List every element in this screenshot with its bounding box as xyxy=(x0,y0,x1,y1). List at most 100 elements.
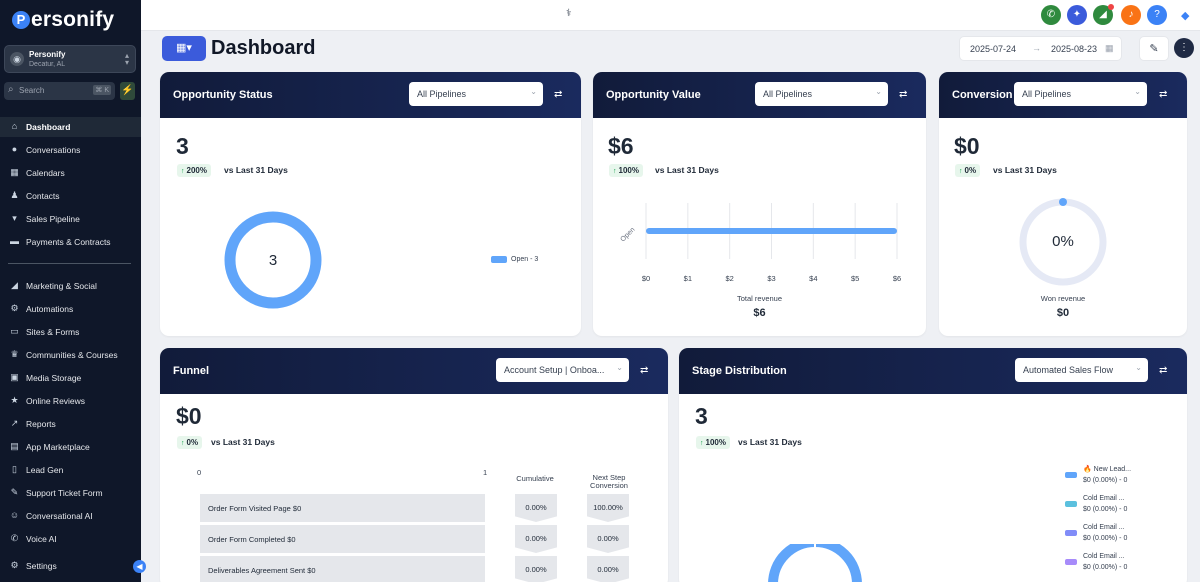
sidebar-item-lead-gen[interactable]: ▯ Lead Gen xyxy=(0,460,141,480)
sidebar-item-label: Calendars xyxy=(26,168,65,178)
sidebar-item-app-marketplace[interactable]: ▤ App Marketplace xyxy=(0,437,141,457)
cumulative-cell: 0.00% xyxy=(515,494,557,522)
card-header: Conversion All Pipelines ⌄ ⇄ xyxy=(939,72,1187,118)
quick-action-button[interactable]: ⚡ xyxy=(120,82,135,100)
chat-icon[interactable]: ◆ xyxy=(1181,10,1190,22)
help-button[interactable]: ? xyxy=(1147,5,1167,25)
sidebar-item-label: Conversations xyxy=(26,145,81,155)
company-logo-icon: ⚕ xyxy=(566,8,572,19)
sidebar-item-conversations[interactable]: ● Conversations xyxy=(0,140,141,160)
opportunity-status-card: Opportunity Status All Pipelines ⌄ ⇄ 3 ↑… xyxy=(160,72,581,336)
x-tick-label: $4 xyxy=(809,274,817,283)
metric-value: $6 xyxy=(608,133,634,159)
legend-swatch xyxy=(491,256,507,263)
sidebar-item-voice-ai[interactable]: ✆ Voice AI xyxy=(0,529,141,549)
card-title: Conversion xyxy=(952,89,1013,101)
won-revenue-label: Won revenue xyxy=(1040,294,1086,303)
search-input[interactable]: ⌕ Search ⌘ K xyxy=(4,82,115,100)
compare-text: vs Last 31 Days xyxy=(993,165,1057,175)
account-switcher[interactable]: ◉ Personify Decatur, AL ▴ ▾ xyxy=(4,45,136,73)
legend-swatch xyxy=(1065,501,1077,507)
total-revenue-label: Total revenue xyxy=(736,294,783,303)
sidebar-item-reports[interactable]: ↗ Reports xyxy=(0,414,141,434)
card-title: Opportunity Value xyxy=(606,89,701,101)
chevron-down-icon: ⌄ xyxy=(616,363,623,372)
card-header: Opportunity Value All Pipelines ⌄ ⇄ xyxy=(593,72,926,118)
pipeline-select-value: All Pipelines xyxy=(417,89,467,99)
pipeline-icon: ▾ xyxy=(12,213,17,223)
card-title: Stage Distribution xyxy=(692,365,787,377)
swap-icon[interactable]: ⇄ xyxy=(899,89,908,100)
swap-icon[interactable]: ⇄ xyxy=(554,89,563,100)
sidebar-item-communities-courses[interactable]: ♛ Communities & Courses xyxy=(0,345,141,365)
sidebar-item-marketing-social[interactable]: ◢ Marketing & Social xyxy=(0,276,141,296)
dashboard-switcher-button[interactable]: ▦▾ xyxy=(162,36,206,61)
phone-button[interactable]: ✆ xyxy=(1041,5,1061,25)
total-revenue-value: $6 xyxy=(753,307,766,319)
chevron-down-icon: ⌄ xyxy=(875,87,882,96)
store-icon: ▤ xyxy=(10,441,19,451)
collapse-sidebar-button[interactable]: ◀ xyxy=(133,560,146,573)
sidebar-item-dashboard[interactable]: ⌂ Dashboard xyxy=(0,117,141,137)
compare-text: vs Last 31 Days xyxy=(211,437,275,447)
megaphone-button[interactable]: ◢ xyxy=(1093,5,1113,25)
sidebar-item-sites-forms[interactable]: ▭ Sites & Forms xyxy=(0,322,141,342)
swap-icon[interactable]: ⇄ xyxy=(1159,89,1168,100)
legend-swatch xyxy=(1065,559,1077,565)
legend-stage-name: Cold Email ... xyxy=(1083,553,1125,560)
swap-icon[interactable]: ⇄ xyxy=(640,365,649,376)
location-icon: ◉ xyxy=(10,52,24,66)
date-range-picker[interactable]: 2025-07-24 → 2025-08-23 ▦ xyxy=(959,36,1122,61)
funnel-row: Order Form Completed $0 xyxy=(200,525,485,553)
funnel-stage-label: Deliverables Agreement Sent $0 xyxy=(208,566,316,575)
sidebar-item-conversational-ai[interactable]: ☺ Conversational AI xyxy=(0,506,141,526)
sidebar-item-sales-pipeline[interactable]: ▾ Sales Pipeline xyxy=(0,209,141,229)
magic-icon: ✦ xyxy=(1072,9,1082,20)
calendar-icon: ▦ xyxy=(10,167,19,177)
donut-slice xyxy=(768,544,862,582)
pipeline-select[interactable]: All Pipelines ⌄ xyxy=(1014,82,1147,106)
x-tick-label: $5 xyxy=(851,274,859,283)
pipeline-select[interactable]: Automated Sales Flow ⌄ xyxy=(1015,358,1148,382)
sidebar-item-label: Sites & Forms xyxy=(26,327,80,337)
funnel-row: Order Form Visited Page $0 xyxy=(200,494,485,522)
card-header: Stage Distribution Automated Sales Flow … xyxy=(679,348,1187,394)
phone-icon: ✆ xyxy=(1046,9,1056,20)
next-step-cell: 0.00% xyxy=(587,556,629,582)
change-value: 0% xyxy=(186,438,199,447)
legend-stage-name: Cold Email ... xyxy=(1083,495,1125,502)
logo-mark: P xyxy=(12,11,30,29)
lead-gen-icon: ▯ xyxy=(12,464,17,474)
x-tick-label: $2 xyxy=(725,274,733,283)
sidebar-item-label: Support Ticket Form xyxy=(26,488,103,498)
change-badge: ↑ 0% xyxy=(177,436,203,449)
more-options-button[interactable]: ⋮ xyxy=(1174,38,1194,58)
sidebar-item-label: Automations xyxy=(26,304,74,314)
sidebar-item-calendars[interactable]: ▦ Calendars xyxy=(0,163,141,183)
arrow-up-icon: ↑ xyxy=(181,168,185,175)
bell-button[interactable]: ♪ xyxy=(1121,5,1141,25)
cumulative-cell: 0.00% xyxy=(515,556,557,582)
sidebar-item-contacts[interactable]: ♟ Contacts xyxy=(0,186,141,206)
sidebar-item-settings[interactable]: ⚙ Settings xyxy=(0,556,141,576)
pipeline-select[interactable]: Account Setup | Onboa... ⌄ xyxy=(496,358,629,382)
pipeline-select[interactable]: All Pipelines ⌄ xyxy=(409,82,543,106)
swap-icon[interactable]: ⇄ xyxy=(1159,365,1168,376)
funnel-row: Deliverables Agreement Sent $0 xyxy=(200,556,485,582)
sidebar-item-payments-contracts[interactable]: ▬ Payments & Contracts xyxy=(0,232,141,252)
sidebar-item-media-storage[interactable]: ▣ Media Storage xyxy=(0,368,141,388)
sidebar-item-online-reviews[interactable]: ★ Online Reviews xyxy=(0,391,141,411)
edit-dashboard-button[interactable]: ✎ xyxy=(1139,36,1169,61)
arrow-up-icon: ↑ xyxy=(959,168,963,175)
sidebar-item-label: Voice AI xyxy=(26,534,57,544)
metric-value: $0 xyxy=(954,133,980,159)
x-tick-label: $1 xyxy=(684,274,692,283)
pipeline-select[interactable]: All Pipelines ⌄ xyxy=(755,82,888,106)
magic-button[interactable]: ✦ xyxy=(1067,5,1087,25)
x-tick-label: $3 xyxy=(767,274,775,283)
sidebar-item-support-ticket-form[interactable]: ✎ Support Ticket Form xyxy=(0,483,141,503)
automations-icon: ⚙ xyxy=(10,303,19,313)
sidebar-item-label: Lead Gen xyxy=(26,465,64,475)
sidebar-item-automations[interactable]: ⚙ Automations xyxy=(0,299,141,319)
